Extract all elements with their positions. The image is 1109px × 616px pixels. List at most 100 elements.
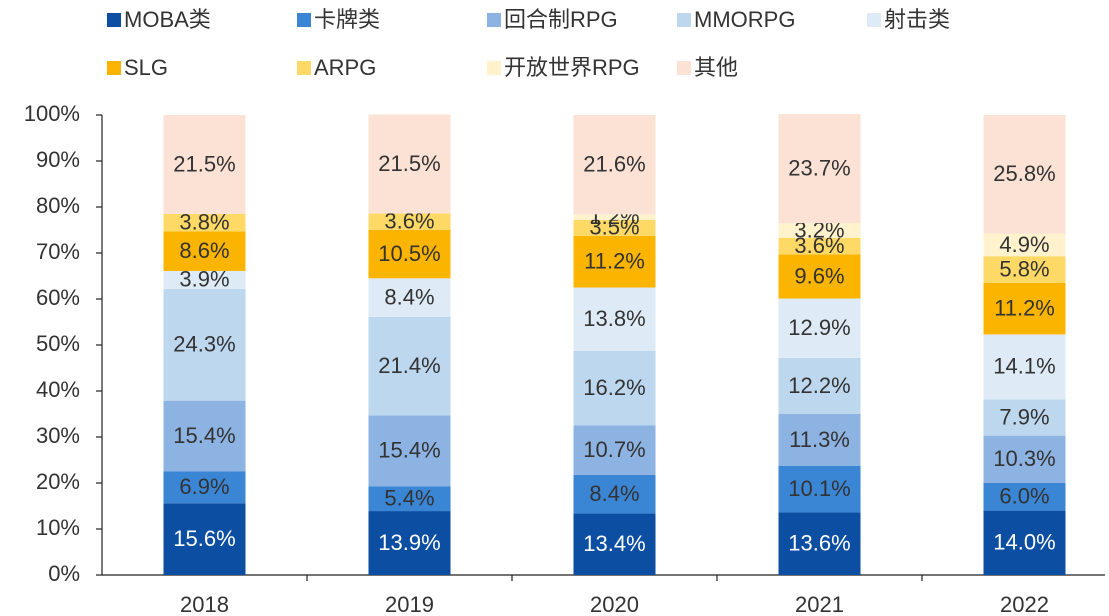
data-label: 25.8%: [993, 161, 1055, 186]
x-tick-label: 2020: [590, 592, 639, 616]
bar-segment: [163, 471, 246, 504]
bar-segment: [368, 114, 451, 214]
bar-segment: [983, 483, 1066, 511]
legend-swatch: [677, 13, 691, 27]
bar-segment: [163, 115, 246, 214]
bar-segment: [368, 415, 451, 487]
x-tick-label: 2018: [180, 592, 229, 616]
y-tick-label: 20%: [36, 469, 80, 494]
bar-segment: [163, 213, 246, 232]
bar-segment: [983, 399, 1066, 436]
bar-segment: [368, 278, 451, 317]
bar-segment: [573, 219, 656, 236]
data-label: 8.4%: [384, 284, 434, 309]
data-label: 13.8%: [583, 306, 645, 331]
bar-segment: [778, 414, 861, 466]
bar-segment: [778, 357, 861, 414]
bar-segment: [778, 223, 861, 238]
legend-label: 射击类: [884, 7, 950, 32]
legend-swatch: [297, 61, 311, 75]
y-tick-label: 70%: [36, 239, 80, 264]
data-label: 12.9%: [788, 315, 850, 340]
data-label: 14.0%: [993, 530, 1055, 555]
data-label: 10.3%: [993, 446, 1055, 471]
data-label: 12.2%: [788, 373, 850, 398]
bar-segment: [163, 400, 246, 472]
data-label: 8.4%: [589, 481, 639, 506]
data-label: 15.4%: [173, 423, 235, 448]
bar-segment: [778, 237, 861, 255]
bar-segment: [983, 435, 1066, 483]
legend-label: 回合制RPG: [504, 7, 618, 32]
data-label: 13.9%: [378, 530, 440, 555]
data-label: 10.1%: [788, 476, 850, 501]
bar-segment: [573, 214, 656, 220]
data-label: 9.6%: [794, 263, 844, 288]
x-tick-label: 2019: [385, 592, 434, 616]
bar-segment: [573, 425, 656, 475]
bar-segment: [983, 282, 1066, 335]
data-label: 13.4%: [583, 531, 645, 556]
bar-segment: [778, 114, 861, 224]
data-label: 4.9%: [999, 232, 1049, 257]
data-label: 21.6%: [583, 151, 645, 176]
data-label: 8.6%: [179, 238, 229, 263]
bar-segment: [983, 115, 1066, 234]
data-label: 6.0%: [999, 484, 1049, 509]
bar-segment: [983, 256, 1066, 283]
bar-segment: [368, 213, 451, 230]
bar-segment: [573, 115, 656, 215]
data-label: 21.5%: [378, 151, 440, 176]
y-tick-label: 80%: [36, 193, 80, 218]
data-label: 14.1%: [993, 354, 1055, 379]
data-label: 11.2%: [584, 249, 645, 274]
legend-label: MOBA类: [124, 7, 211, 32]
legend-label: ARPG: [314, 55, 376, 80]
data-label: 5.4%: [384, 485, 434, 510]
legend-swatch: [677, 61, 691, 75]
bar-segment: [368, 230, 451, 279]
bar-segment: [778, 465, 861, 513]
data-label: 21.5%: [173, 151, 235, 176]
y-tick-label: 100%: [24, 101, 80, 126]
y-tick-label: 30%: [36, 423, 80, 448]
bar-segment: [368, 511, 451, 575]
y-tick-label: 50%: [36, 331, 80, 356]
bar-segment: [163, 503, 246, 575]
data-label: 10.7%: [583, 437, 645, 462]
legend-swatch: [487, 61, 501, 75]
bar-segment: [163, 231, 246, 271]
y-tick-label: 40%: [36, 377, 80, 402]
bar-segment: [573, 235, 656, 288]
legend-label: 开放世界RPG: [504, 55, 640, 80]
data-label: 6.9%: [179, 474, 229, 499]
bar-segment: [573, 513, 656, 575]
legend-swatch: [487, 13, 501, 27]
legend-swatch: [297, 13, 311, 27]
bar-segment: [573, 474, 656, 514]
bar-segment: [163, 270, 246, 289]
data-label: 5.8%: [999, 256, 1049, 281]
data-label: 7.9%: [999, 404, 1049, 429]
legend-swatch: [867, 13, 881, 27]
data-label: 21.4%: [378, 353, 440, 378]
bar-segment: [778, 298, 861, 358]
data-label: 10.5%: [378, 241, 440, 266]
legend-label: SLG: [124, 55, 168, 80]
data-label: 16.2%: [583, 375, 645, 400]
bar-segment: [163, 288, 246, 401]
y-tick-label: 60%: [36, 285, 80, 310]
y-tick-label: 90%: [36, 147, 80, 172]
bar-segment: [778, 512, 861, 575]
bar-segment: [778, 254, 861, 299]
y-tick-label: 0%: [48, 561, 80, 586]
bar-segment: [368, 486, 451, 512]
bar-segment: [983, 510, 1066, 575]
bar-segment: [368, 316, 451, 416]
data-label: 11.3%: [789, 427, 850, 452]
bar-segment: [983, 233, 1066, 257]
bar-segment: [983, 334, 1066, 400]
data-label: 15.6%: [173, 526, 235, 551]
bar-segment: [573, 350, 656, 426]
x-tick-label: 2021: [795, 592, 844, 616]
